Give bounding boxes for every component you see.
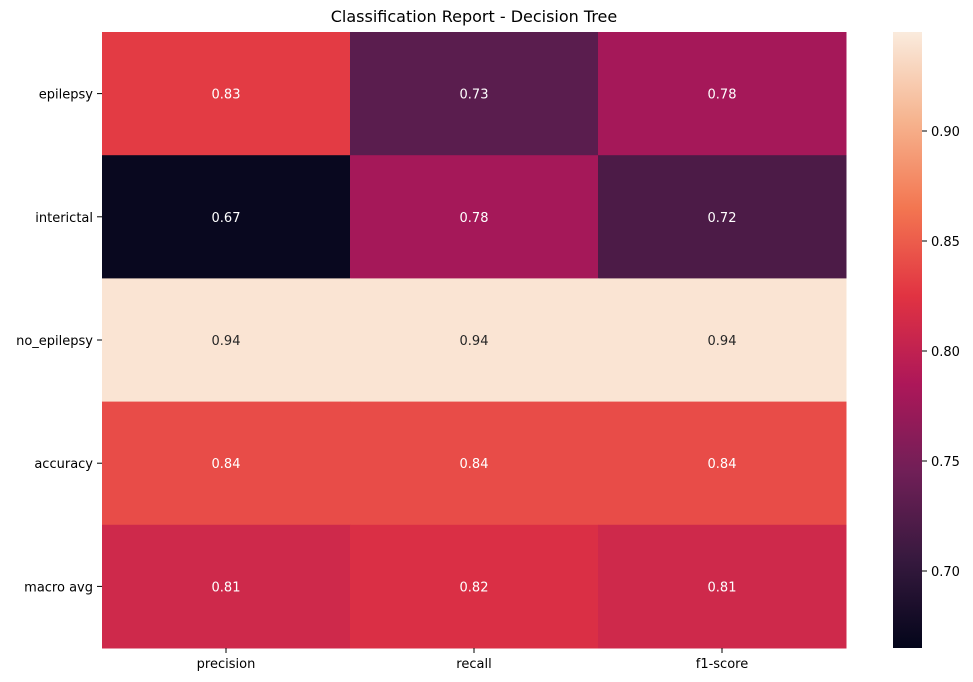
y-tick-label: epilepsy	[39, 88, 93, 103]
cell-value-label: 0.78	[460, 211, 489, 226]
heatmap-cell-interictal-f1-score	[598, 155, 847, 279]
cell-value-label: 0.81	[708, 580, 737, 595]
cell-value-label: 0.94	[212, 334, 241, 349]
colorbar-tick-label: 0.75	[931, 455, 960, 470]
cell-value-label: 0.94	[460, 334, 489, 349]
colorbar-tick-label: 0.85	[931, 235, 960, 250]
row-labels: epilepsy interictal no_epilepsy accuracy mac…	[16, 88, 102, 595]
heatmap-cell-no_epilepsy-recall	[350, 278, 599, 403]
heatmap-cell-accuracy-recall	[350, 401, 599, 526]
heatmap-cell-interictal-precision	[102, 155, 351, 279]
colorbar-tick-label: 0.80	[931, 345, 960, 360]
cell-value-label: 0.72	[708, 211, 737, 226]
heatmap-cell-no_epilepsy-f1-score	[598, 278, 847, 403]
heatmap-cell-no_epilepsy-precision	[102, 278, 351, 403]
cell-value-label: 0.84	[708, 457, 737, 472]
cell-value-label: 0.67	[212, 211, 241, 226]
heatmap-cell-epilepsy-f1-score	[598, 32, 847, 156]
x-tick-label: recall	[456, 657, 491, 672]
heatmap-cell-macro-avg-f1-score	[598, 524, 847, 649]
heatmap-cell-macro-avg-precision	[102, 524, 351, 649]
heatmap-cell-epilepsy-recall	[350, 32, 599, 156]
cell-value-label: 0.83	[212, 88, 241, 103]
y-tick-label: no_epilepsy	[16, 334, 93, 349]
y-tick-label: interictal	[35, 211, 93, 226]
heatmap-cell-epilepsy-precision	[102, 32, 351, 156]
heatmap-cells: 0.83 0.73 0.78 0.67 0.78 0.72 0.94 0.94 0.94 0.84…	[102, 32, 847, 649]
heatmap-cell-accuracy-precision	[102, 401, 351, 526]
x-tick-label: precision	[197, 657, 256, 672]
chart-title: Classification Report - Decision Tree	[331, 7, 617, 26]
colorbar-tick-label: 0.90	[931, 125, 960, 140]
heatmap-cell-accuracy-f1-score	[598, 401, 847, 526]
cell-value-label: 0.81	[212, 580, 241, 595]
cell-value-label: 0.73	[460, 88, 489, 103]
column-labels: precision recall f1-score	[197, 648, 748, 672]
y-tick-label: accuracy	[34, 457, 93, 472]
heatmap-cell-interictal-recall	[350, 155, 599, 279]
heatmap-cell-macro-avg-recall	[350, 524, 599, 649]
cell-value-label: 0.94	[708, 334, 737, 349]
x-tick-label: f1-score	[696, 657, 748, 672]
colorbar	[893, 32, 922, 648]
cell-value-label: 0.82	[460, 580, 489, 595]
cell-value-label: 0.84	[212, 457, 241, 472]
colorbar-ticks: 0.70 0.75 0.80 0.85 0.90	[922, 125, 960, 580]
cell-value-label: 0.84	[460, 457, 489, 472]
y-tick-label: macro avg	[24, 580, 93, 595]
colorbar-tick-label: 0.70	[931, 565, 960, 580]
cell-value-label: 0.78	[708, 88, 737, 103]
